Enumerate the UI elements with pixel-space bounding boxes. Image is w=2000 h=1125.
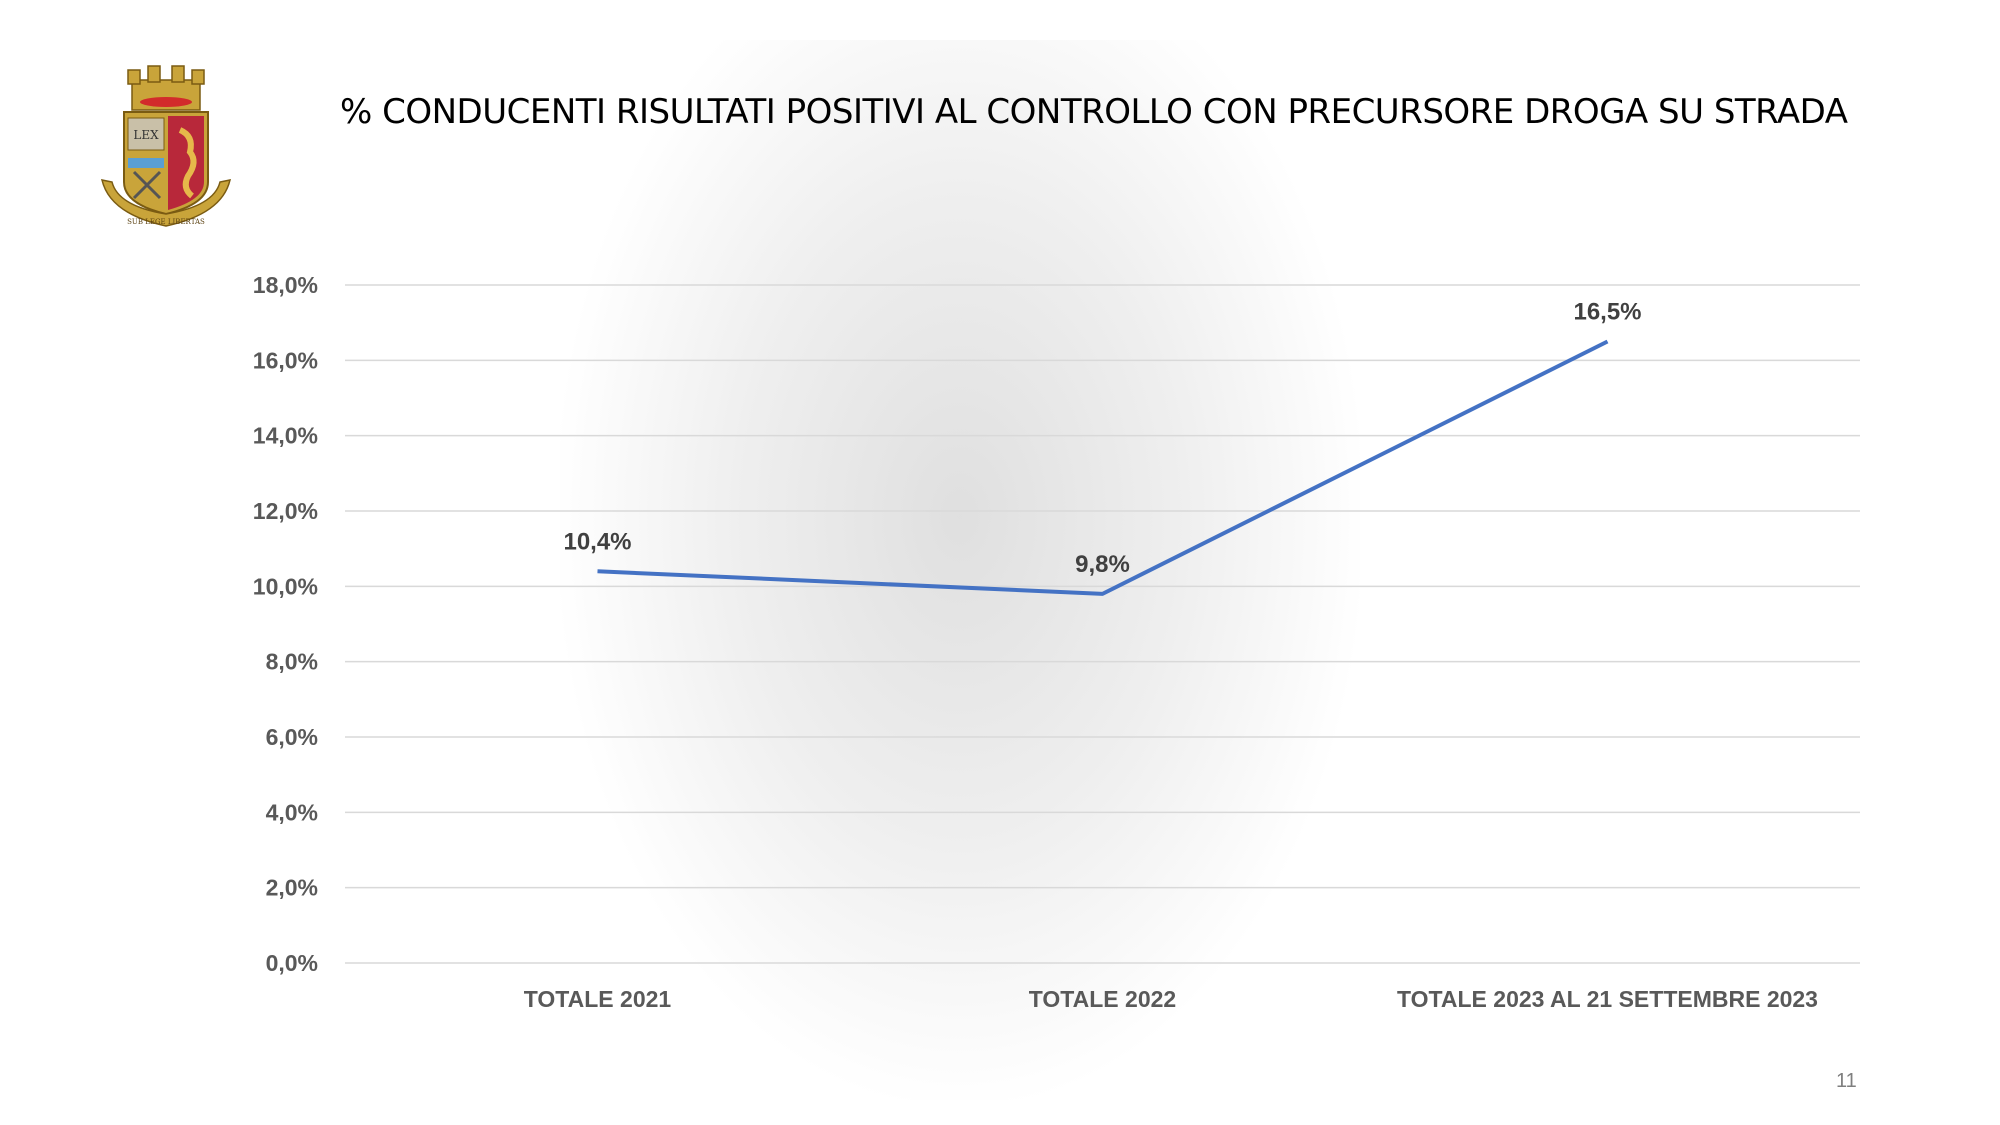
gridlines (345, 284, 1860, 964)
background-photo (560, 40, 1360, 1100)
slide-title: % CONDUCENTI RISULTATI POSITIVI AL CONTR… (340, 92, 1848, 132)
lex-text: LEX (133, 128, 159, 142)
y-tick-label: 14,0% (253, 423, 318, 449)
x-tick-label: TOTALE 2023 AL 21 SETTEMBRE 2023 (1397, 986, 1818, 1012)
y-tick-label: 8,0% (266, 649, 318, 675)
y-tick-label: 16,0% (253, 347, 318, 373)
polizia-emblem: LEX SUB LEGE LIBERTAS (101, 65, 231, 227)
y-tick-label: 18,0% (253, 272, 318, 298)
x-tick-label: TOTALE 2021 (524, 986, 672, 1012)
x-axis-ticks: TOTALE 2021 TOTALE 2022 TOTALE 2023 AL 21 … (524, 986, 1818, 1012)
page-number: 11 (1836, 1070, 1857, 1092)
y-tick-label: 6,0% (266, 724, 318, 750)
data-label: 16,5% (1573, 299, 1641, 326)
data-label: 9,8% (1075, 551, 1130, 578)
x-tick-label: TOTALE 2022 (1029, 986, 1176, 1012)
y-tick-label: 12,0% (253, 498, 318, 524)
shield-icon: LEX (123, 111, 209, 216)
y-tick-label: 10,0% (253, 573, 318, 599)
y-tick-label: 0,0% (266, 950, 318, 976)
emblem-motto: SUB LEGE LIBERTAS (127, 218, 205, 226)
y-tick-label: 4,0% (266, 799, 318, 825)
crown-icon (127, 65, 205, 111)
data-label: 10,4% (563, 528, 631, 555)
ribbon-icon: SUB LEGE LIBERTAS (101, 179, 231, 227)
y-tick-label: 2,0% (266, 875, 318, 901)
y-axis-ticks: 0,0% 2,0% 4,0% 6,0% 8,0% 10,0% 12,0% 14,0% 16,0%… (253, 272, 318, 976)
series-lines (597, 339, 1609, 596)
data-labels: 10,4% 9,8% 16,5% (563, 299, 1641, 578)
